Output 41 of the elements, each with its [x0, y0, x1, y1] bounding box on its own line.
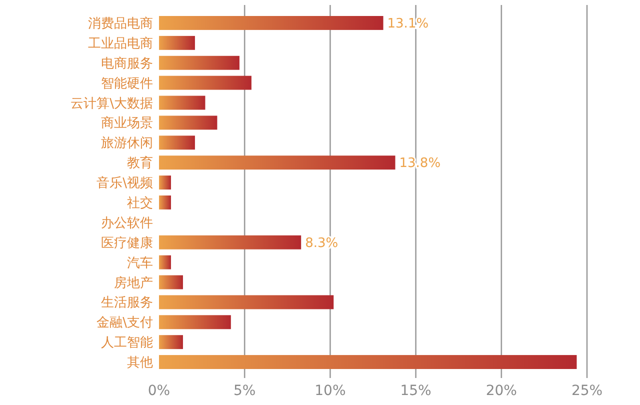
y-tick-label: 社交 — [127, 195, 153, 212]
y-tick-label: 医疗健康 — [101, 236, 153, 251]
bar — [159, 56, 240, 70]
y-tick-label: 工业品电商 — [88, 36, 153, 52]
bar — [159, 255, 171, 270]
bar — [159, 355, 577, 370]
bar — [159, 96, 206, 110]
x-tick-label: 15% — [400, 383, 432, 399]
x-tick-label: 10% — [314, 383, 346, 399]
y-tick-label: 汽车 — [127, 256, 153, 271]
y-tick-label: 云计算\大数据 — [70, 96, 153, 112]
y-tick-label: 其他 — [127, 356, 153, 371]
bar — [159, 275, 183, 290]
y-tick-label: 生活服务 — [101, 296, 153, 311]
x-tick-label: 25% — [571, 383, 603, 399]
y-tick-label: 消费品电商 — [88, 16, 153, 32]
bar — [159, 136, 195, 150]
y-tick-label: 办公软件 — [101, 216, 153, 231]
x-tick-label: 5% — [233, 383, 256, 399]
y-tick-label: 电商服务 — [101, 56, 153, 72]
bar — [159, 16, 384, 30]
y-tick-label: 智能硬件 — [101, 76, 153, 92]
y-tick-label: 音乐\视频 — [96, 176, 153, 192]
bar — [159, 36, 195, 50]
y-tick-label: 房地产 — [114, 274, 153, 291]
bar — [159, 335, 183, 350]
x-tick-label: 0% — [148, 383, 170, 399]
bar — [159, 76, 252, 90]
bar — [159, 295, 334, 310]
bar — [159, 156, 396, 170]
bar — [159, 315, 231, 330]
bar — [159, 195, 171, 210]
y-tick-label: 教育 — [127, 155, 153, 172]
bar — [159, 176, 171, 190]
y-tick-label: 旅游休闲 — [101, 136, 153, 152]
y-tick-label: 人工智能 — [101, 336, 153, 351]
y-tick-label: 商业场景 — [101, 116, 153, 132]
bar — [159, 235, 302, 250]
y-tick-label: 金融\支付 — [96, 316, 153, 331]
x-tick-label: 20% — [486, 383, 517, 399]
bar — [159, 116, 218, 130]
